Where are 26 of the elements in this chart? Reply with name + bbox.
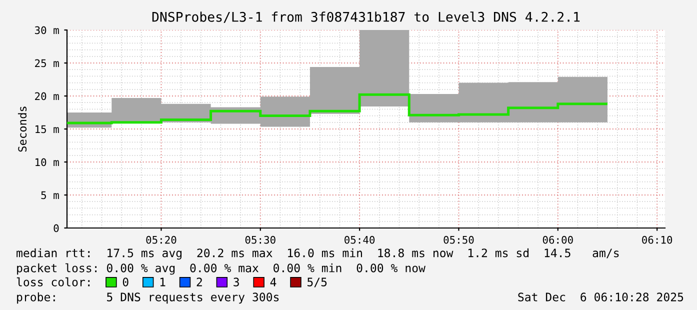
legend-label: 4 [270,278,276,286]
x-tick-label: 05:20 [146,236,176,244]
x-tick-label: 06:00 [542,236,573,244]
x-tick-label: 05:30 [245,236,276,244]
text: packet loss: 0.00 % avg 0.00 % max 0.00 % min 0.00 % now [17,263,426,275]
chart-title: DNSProbes/L3-1 from 3f087431b187 to Level3 DNS 4.2.2.1 [152,12,580,23]
y-tick-label: 10 m [36,158,59,166]
y-tick-label: 30 m [34,26,59,34]
legend-label: 0 [122,278,128,286]
y-tick-label: 25 m [35,59,59,68]
legend-label: 1 [160,278,166,286]
x-tick-label: 06:10 [642,236,672,244]
text: Sat Dec 6 06:10:28 2025 [518,292,684,302]
y-tick-label: 5 m [41,191,59,200]
legend-label: 3 [234,278,239,286]
legend-label: 2 [196,278,202,286]
x-tick-label: 05:40 [344,236,375,244]
y-tick-label: 20 m [35,92,59,100]
legend-label: 5/5 [308,278,327,288]
legend-title: loss color: [16,277,90,286]
y-axis-title: Seconds [18,106,27,152]
text: median rtt: 17.5 ms avg 20.2 ms max 16.0 ms min 18.8 ms now 1.2 ms sd 14.5 am/s [16,248,619,260]
y-tick-label: 0 [54,224,59,232]
y-tick-label: 15 m [36,125,59,134]
text: probe: 5 DNS requests every 300s [17,292,279,304]
x-tick-label: 05:50 [444,236,474,244]
